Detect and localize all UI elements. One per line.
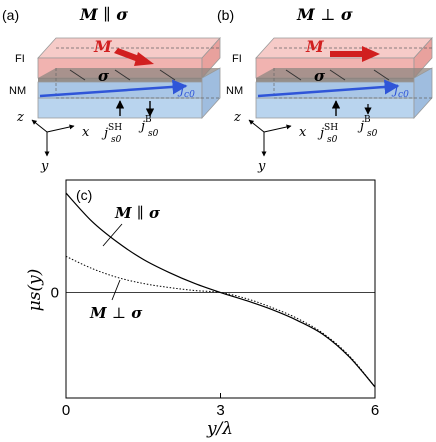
annotation-perpendicular-pointer [111, 279, 121, 301]
nm-label: NM [9, 85, 26, 97]
x-tick-label-2: 6 [371, 402, 379, 419]
x-tick-label-1: 3 [216, 402, 224, 419]
current-arrow [39, 79, 188, 98]
panel-a-title-rel: ∥ [103, 5, 110, 24]
panel-a-title-sym: σ [116, 5, 128, 24]
jsh-sub-b: s0 [327, 135, 338, 145]
jb-main: j [138, 119, 145, 134]
jsh-sup-b: SH [324, 123, 338, 133]
panel-a-title: M ∥ σ [79, 5, 128, 24]
annotation-perpendicular-rel: ⊥ [112, 304, 126, 322]
axis-x-label-b: x [299, 125, 307, 140]
annotation-parallel: M ∥ σ [114, 204, 161, 222]
m-label-b: M [305, 37, 325, 56]
magnetization-arrow [114, 48, 154, 66]
jb-sup-b: B [364, 115, 371, 125]
spin-hall-current-label-b: jSH s0 [317, 119, 342, 145]
fi-label: FI [15, 53, 25, 65]
panel-b-title-var: M [296, 5, 316, 24]
sigma-label: σ [98, 67, 110, 85]
tick-layer: 0 3 6 0 [51, 285, 380, 419]
jb-sub: s0 [148, 129, 159, 139]
y-axis-label: μs(y) [25, 269, 45, 312]
panel-b-title-rel: ⊥ [320, 5, 335, 24]
fi-label-b: FI [232, 53, 242, 65]
current-label-b-sub: c0 [398, 90, 409, 100]
annotation-perpendicular: M ⊥ σ [89, 304, 143, 322]
jsh-sup: SH [108, 123, 122, 133]
jb-sup: B [145, 115, 152, 125]
panel-c-tag: (c) [76, 187, 92, 203]
m-label: M [93, 37, 113, 56]
jsh-main: j [101, 126, 108, 141]
backflow-current-label-b: jB s0 [357, 111, 378, 139]
axis-z-label: z [16, 110, 24, 125]
jb-sub-b: s0 [367, 129, 378, 139]
current-label: jc0 [177, 83, 195, 100]
spin-hall-current-label: jSH s0 [101, 119, 126, 145]
annotation-perpendicular-var: M [89, 304, 107, 322]
annotation-parallel-sym: σ [149, 204, 161, 222]
jsh-main-b: j [317, 126, 324, 141]
sigma-arrows [69, 69, 176, 81]
annotation-parallel-var: M [114, 204, 132, 222]
axes-triad-a: z x y [16, 110, 90, 174]
current-label-main: j [177, 83, 184, 98]
panel-a-title-var: M [79, 5, 99, 24]
panel-c: (c) 0 3 6 0 M ∥ σ M ⊥ σ y/λ μs(y) [25, 179, 380, 439]
plot-frame [65, 179, 376, 399]
annotation-perpendicular-sym: σ [131, 304, 143, 322]
x-tick-label-0: 0 [62, 402, 70, 419]
current-arrow-b [257, 79, 400, 98]
panel-b-title: M ⊥ σ [296, 5, 353, 24]
panel-a: (a) M ∥ σ [2, 5, 221, 174]
panel-a-tag: (a) [2, 7, 19, 23]
axis-z-label-b: z [233, 110, 241, 125]
current-label-sub: c0 [184, 90, 195, 100]
axis-y-label: y [40, 159, 49, 174]
series-parallel-curve [65, 192, 376, 388]
axis-y-label-b: y [257, 159, 266, 174]
spin-plane [38, 68, 220, 82]
series-perpendicular-curve [65, 255, 376, 388]
magnetization-arrow-b [330, 46, 380, 62]
annotation-parallel-pointer [102, 223, 123, 247]
current-label-b: jc0 [391, 83, 409, 100]
current-label-b-main: j [391, 83, 398, 98]
annotation-parallel-rel: ∥ [137, 204, 144, 222]
x-axis-label: y/λ [206, 419, 233, 439]
sigma-label-b: σ [314, 67, 326, 85]
panel-b-title-sym: σ [341, 5, 353, 24]
backflow-current-label: jB s0 [138, 111, 159, 139]
panel-b-tag: (b) [217, 7, 234, 23]
jsh-sub: s0 [111, 135, 122, 145]
axis-x-label: x [82, 125, 90, 140]
jb-main-b: j [357, 119, 364, 134]
spin-plane-b [256, 68, 432, 82]
sigma-arrows-b [285, 69, 390, 81]
nm-label-b: NM [226, 85, 243, 97]
panel-b: (b) M ⊥ σ [217, 5, 433, 174]
y-tick-label-0: 0 [51, 285, 59, 302]
axes-triad-b: z x y [233, 110, 307, 174]
